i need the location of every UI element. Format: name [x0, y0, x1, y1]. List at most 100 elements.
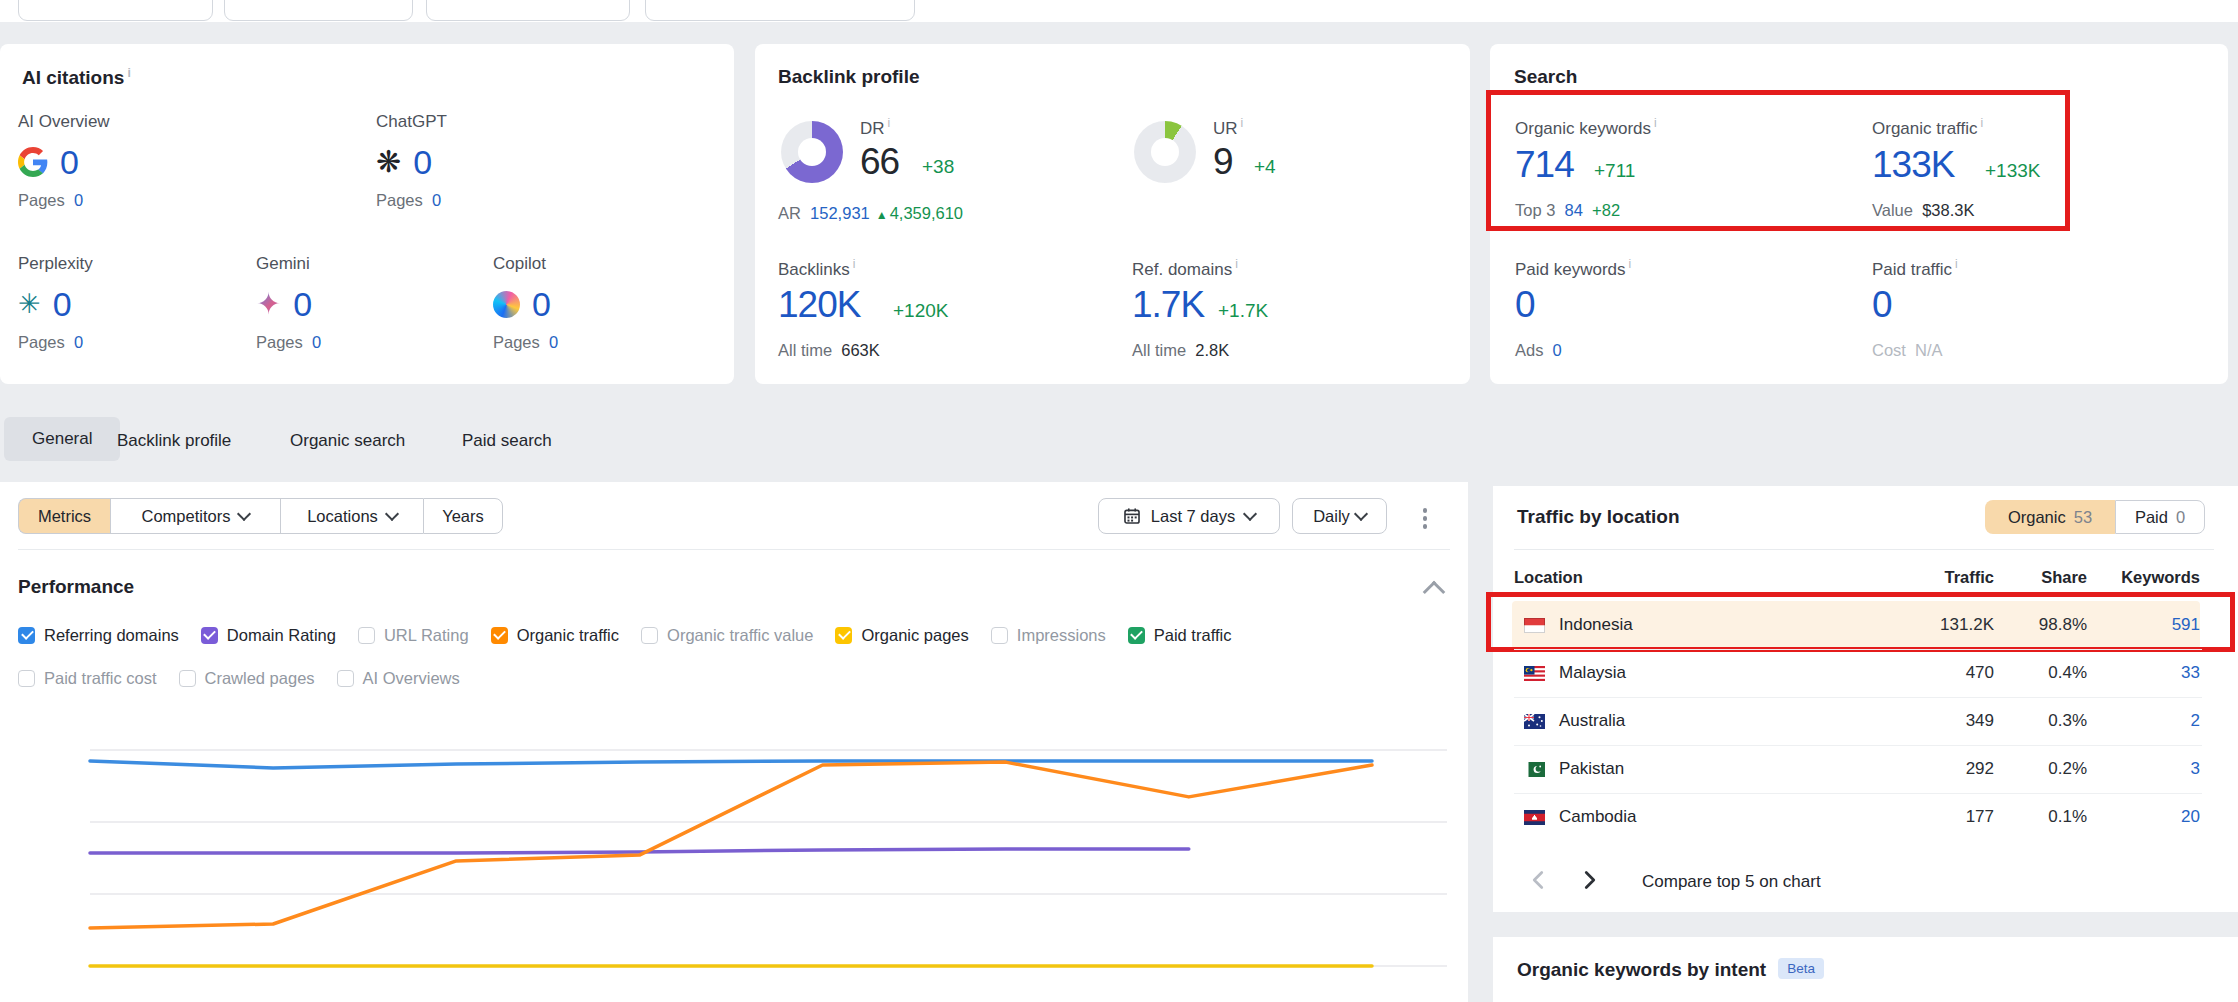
metric-checkbox-paid-traffic-cost[interactable]: Paid traffic cost	[18, 669, 157, 688]
next-page-icon[interactable]	[1582, 870, 1598, 890]
tab-general[interactable]: General	[4, 417, 120, 461]
locations-dropdown[interactable]: Locations	[280, 498, 423, 534]
location-traffic: 177	[1844, 807, 1994, 827]
search-title: Search	[1514, 66, 1577, 88]
metric-checkbox-crawled-pages[interactable]: Crawled pages	[179, 669, 315, 688]
backlink-profile-title: Backlink profile	[778, 66, 920, 88]
pages-value-link[interactable]: 0	[432, 191, 441, 209]
backlinks-alltime: All time 663K	[778, 341, 880, 360]
location-share: 0.2%	[1994, 759, 2087, 779]
ai-metric-value[interactable]: 0	[53, 285, 72, 324]
metric-checkbox-paid-traffic[interactable]: Paid traffic	[1128, 626, 1232, 645]
tab-bar: GeneralBacklink profile Organic search Pai…	[0, 384, 2238, 482]
location-row-australia[interactable]: Australia3490.3%2	[1512, 697, 2200, 745]
checkbox-icon	[18, 670, 35, 687]
location-row-malaysia[interactable]: Malaysia4700.4%33	[1512, 649, 2200, 697]
more-options-button[interactable]	[1416, 508, 1434, 529]
metric-checkbox-domain-rating[interactable]: Domain Rating	[201, 626, 336, 645]
ai-metric-value[interactable]: 0	[413, 143, 432, 182]
paid-keywords-value[interactable]: 0	[1515, 284, 1535, 326]
tab-backlink-profile[interactable]: Backlink profile	[117, 431, 231, 451]
location-share: 0.4%	[1994, 663, 2087, 683]
metrics-segment[interactable]: Metrics	[18, 498, 110, 534]
toggle-organic[interactable]: Organic53	[1985, 500, 2115, 534]
top-input-3[interactable]	[426, 0, 630, 21]
ai-metric-label: Copilot	[493, 254, 723, 274]
checkbox-icon	[491, 627, 508, 644]
info-icon[interactable]	[853, 257, 856, 271]
ur-donut-chart	[1134, 121, 1196, 183]
checkbox-icon	[337, 670, 354, 687]
location-share: 0.3%	[1994, 711, 2087, 731]
performance-line-chart[interactable]	[0, 700, 1468, 1002]
tab-paid-search[interactable]: Paid search	[462, 431, 552, 451]
info-icon[interactable]	[127, 66, 130, 80]
info-icon[interactable]	[888, 116, 891, 130]
ai-metric-label: Perplexity	[18, 254, 248, 274]
ai-metric-value[interactable]: 0	[293, 285, 312, 324]
ads-row: Ads 0	[1515, 341, 1562, 360]
metric-checkbox-organic-pages[interactable]: Organic pages	[835, 626, 968, 645]
checkbox-label: Paid traffic	[1154, 626, 1232, 645]
toggle-paid[interactable]: Paid0	[2115, 500, 2205, 534]
ai-metric-pages: Pages 0	[376, 191, 606, 210]
ref-domains-value[interactable]: 1.7K	[1132, 284, 1204, 326]
top-input-1[interactable]	[18, 0, 213, 21]
paid-traffic-value[interactable]: 0	[1872, 284, 1892, 326]
metric-checkbox-url-rating[interactable]: URL Rating	[358, 626, 469, 645]
years-segment[interactable]: Years	[423, 498, 503, 534]
checkbox-icon	[1128, 627, 1145, 644]
chevron-down-icon	[1354, 507, 1368, 521]
checkbox-icon	[358, 627, 375, 644]
compare-top5-button[interactable]: Compare top 5 on chart	[1642, 872, 1821, 892]
ads-value-link[interactable]: 0	[1553, 341, 1562, 359]
location-row-pakistan[interactable]: Pakistan2920.2%3	[1512, 745, 2200, 793]
competitors-dropdown[interactable]: Competitors	[110, 498, 280, 534]
top-input-2[interactable]	[224, 0, 413, 21]
metrics-control-group: Metrics Competitors Locations Years	[18, 498, 503, 534]
pages-value-link[interactable]: 0	[74, 333, 83, 351]
location-traffic: 292	[1844, 759, 1994, 779]
location-row-cambodia[interactable]: Cambodia1770.1%20	[1512, 793, 2200, 841]
info-icon[interactable]	[1629, 257, 1632, 271]
location-name: Cambodia	[1512, 807, 1844, 827]
metric-checkbox-organic-traffic[interactable]: Organic traffic	[491, 626, 619, 645]
location-name: Australia	[1512, 711, 1844, 731]
top-input-4[interactable]	[645, 0, 915, 21]
date-range-picker[interactable]: Last 7 days	[1098, 498, 1280, 534]
row-divider	[1514, 745, 2202, 746]
info-icon[interactable]	[1235, 257, 1238, 271]
location-keywords-link[interactable]: 33	[2087, 663, 2200, 683]
ai-metric-label: AI Overview	[18, 112, 248, 132]
ai-metric-value[interactable]: 0	[532, 285, 551, 324]
info-icon[interactable]	[1241, 116, 1244, 130]
flag-australia-icon	[1524, 714, 1545, 729]
location-keywords-link[interactable]: 3	[2087, 759, 2200, 779]
checkbox-label: Paid traffic cost	[44, 669, 157, 688]
ai-metric-chatgpt: ChatGPT❋0Pages 0	[376, 112, 606, 210]
domain-overview-page: AI citations AI Overview0Pages 0ChatGPT❋…	[0, 0, 2238, 1002]
metric-checkbox-ai-overviews[interactable]: AI Overviews	[337, 669, 460, 688]
pages-value-link[interactable]: 0	[74, 191, 83, 209]
ref-domains-alltime: All time 2.8K	[1132, 341, 1229, 360]
info-icon[interactable]	[1955, 257, 1958, 271]
tab-organic-search[interactable]: Organic search	[290, 431, 405, 451]
metric-checkbox-organic-traffic-value[interactable]: Organic traffic value	[641, 626, 813, 645]
prev-page-icon[interactable]	[1530, 870, 1546, 890]
ai-metric-gemini: Gemini✦0Pages 0	[256, 254, 486, 352]
granularity-dropdown[interactable]: Daily	[1292, 498, 1387, 534]
traffic-type-toggle: Organic53 Paid0	[1985, 500, 2205, 534]
ur-value: 9	[1213, 141, 1233, 183]
metric-checkbox-referring-domains[interactable]: Referring domains	[18, 626, 179, 645]
pages-value-link[interactable]: 0	[312, 333, 321, 351]
location-keywords-link[interactable]: 20	[2087, 807, 2200, 827]
paid-keywords-label: Paid keywords	[1515, 257, 1631, 280]
backlinks-value[interactable]: 120K	[778, 284, 860, 326]
pages-value-link[interactable]: 0	[549, 333, 558, 351]
location-keywords-link[interactable]: 2	[2087, 711, 2200, 731]
ai-metric-label: ChatGPT	[376, 112, 606, 132]
ar-value-link[interactable]: 152,931	[810, 204, 870, 222]
metric-checkbox-impressions[interactable]: Impressions	[991, 626, 1106, 645]
ai-metric-value[interactable]: 0	[60, 143, 79, 182]
perplexity-icon: ✳	[18, 291, 41, 318]
